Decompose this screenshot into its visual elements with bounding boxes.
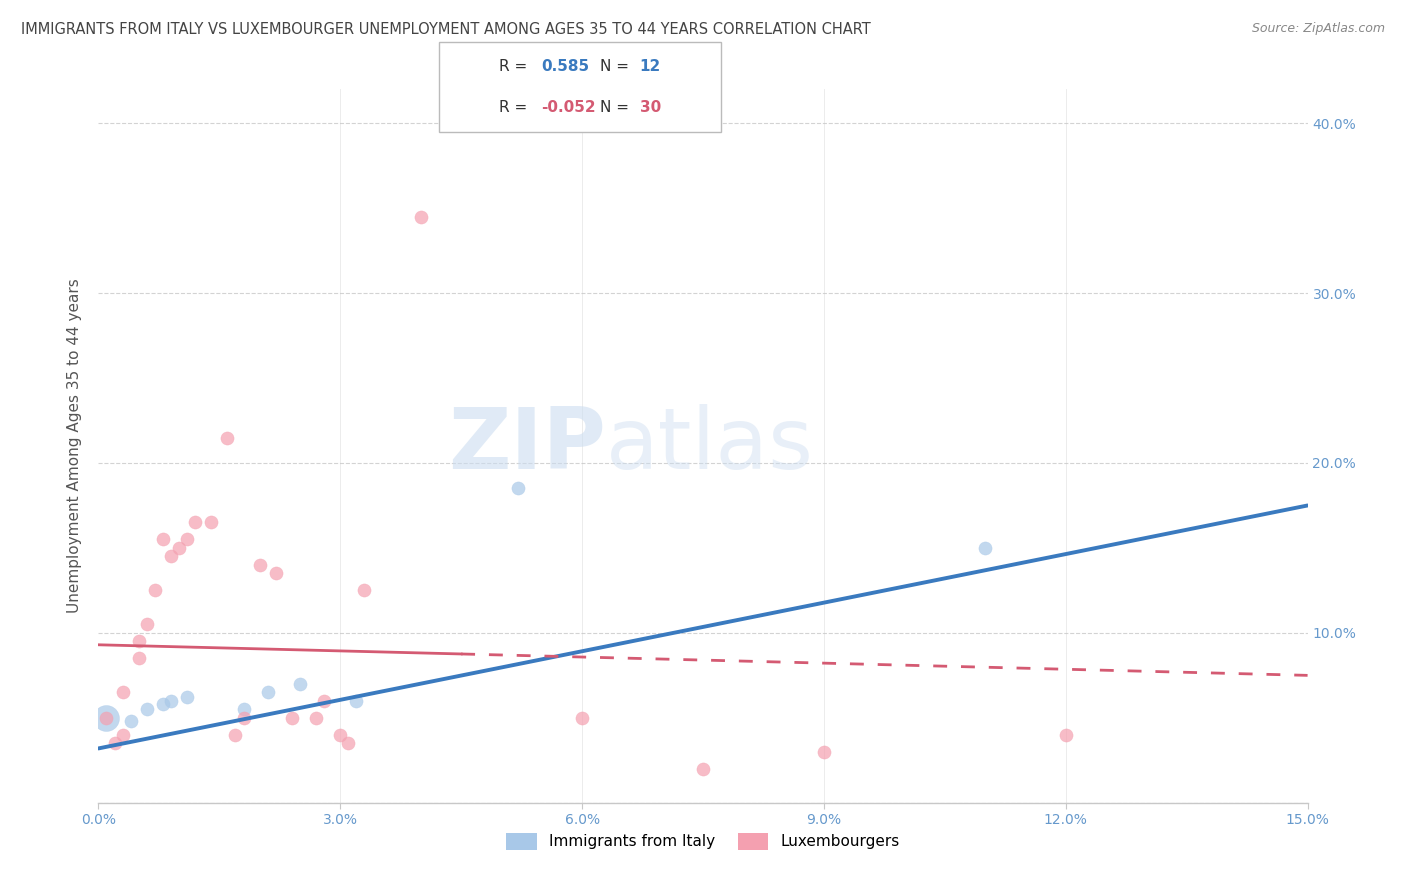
Text: 0.585: 0.585 [541,60,589,74]
Point [353,583,375,598]
Text: 30: 30 [640,100,661,114]
Point [111,728,134,742]
Point [176,533,198,547]
Point [224,728,246,742]
Point [329,728,352,742]
Text: R =: R = [499,100,533,114]
Point [337,736,360,750]
Text: 12: 12 [640,60,661,74]
Text: R =: R = [499,60,533,74]
Point [974,541,997,555]
Point [176,690,198,705]
Point [152,533,174,547]
Point [152,698,174,712]
Point [135,702,157,716]
Text: IMMIGRANTS FROM ITALY VS LUXEMBOURGER UNEMPLOYMENT AMONG AGES 35 TO 44 YEARS COR: IMMIGRANTS FROM ITALY VS LUXEMBOURGER UN… [21,22,870,37]
Point [314,694,336,708]
Point [111,685,134,699]
Text: N =: N = [600,60,634,74]
Point [128,651,150,665]
Point [281,711,304,725]
Point [135,617,157,632]
Point [305,711,328,725]
Point [120,714,142,729]
Text: N =: N = [600,100,634,114]
Point [103,736,125,750]
Point [160,694,183,708]
Point [506,482,529,496]
Y-axis label: Unemployment Among Ages 35 to 44 years: Unemployment Among Ages 35 to 44 years [67,278,83,614]
Point [692,762,714,776]
Point [571,711,593,725]
Point [160,549,183,564]
Point [232,702,254,716]
Point [409,210,432,224]
Text: Source: ZipAtlas.com: Source: ZipAtlas.com [1251,22,1385,36]
Point [184,516,207,530]
Point [813,745,835,759]
Point [256,685,278,699]
Point [249,558,271,572]
Point [143,583,166,598]
Point [264,566,287,581]
Legend: Immigrants from Italy, Luxembourgers: Immigrants from Italy, Luxembourgers [501,827,905,855]
Point [1054,728,1077,742]
Point [232,711,254,725]
Point [288,677,311,691]
Text: -0.052: -0.052 [541,100,596,114]
Point [200,516,222,530]
Point [96,711,118,725]
Text: ZIP: ZIP [449,404,606,488]
Point [217,430,239,444]
Point [96,711,118,725]
Point [167,541,190,555]
Text: atlas: atlas [606,404,814,488]
Point [128,634,150,648]
Point [344,694,367,708]
